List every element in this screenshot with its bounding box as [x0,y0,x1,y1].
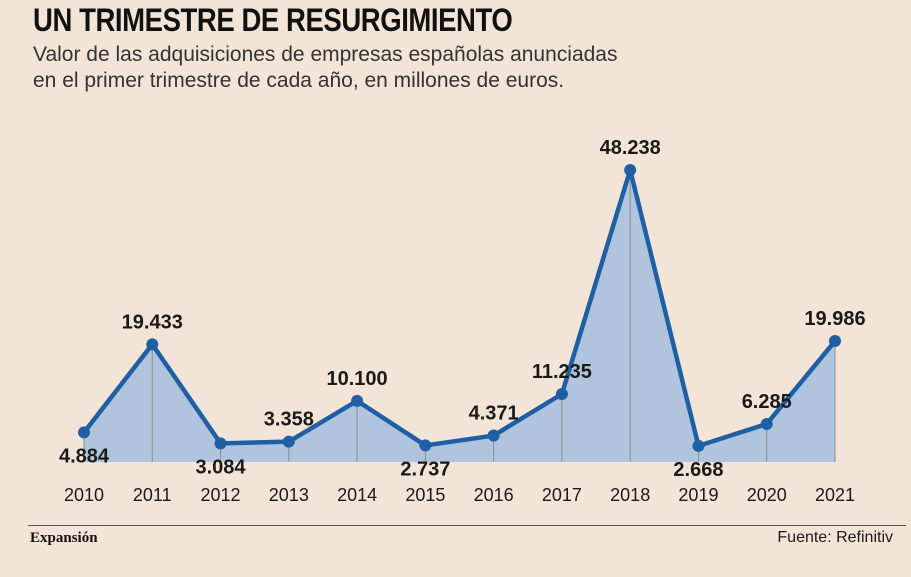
data-label-2013: 3.358 [264,409,314,431]
data-point-2017 [555,387,568,400]
data-point-2019 [692,439,705,452]
publisher-brand: Expansión [30,530,98,546]
x-axis-tick-labels: 2010 2011 2012 2013 2014 2015 2016 2017 2018 2019… [64,485,855,505]
subtitle-line-2: en el primer trimestre de cada año, en m… [33,69,565,92]
data-label-2020: 6.285 [742,391,792,413]
x-tick-2017: 2017 [542,485,582,505]
data-label-2019: 2.668 [673,459,723,481]
subtitle-line-1: Valor de las adquisiciones de empresas e… [33,43,618,66]
x-tick-2013: 2013 [269,485,309,505]
data-label-2011: 19.433 [122,311,183,333]
series-line [81,167,838,449]
data-label-2010: 4.884 [59,445,110,467]
data-label-2021: 19.986 [804,308,865,330]
source-note: Fuente: Refinitiv [777,529,893,546]
x-tick-2011: 2011 [133,485,172,505]
footer-divider [28,525,906,526]
data-labels: 4.884 19.433 3.084 3.358 10.100 2.737 4.371 11.… [59,137,866,481]
x-tick-2016: 2016 [474,485,514,505]
x-tick-2015: 2015 [405,485,445,505]
x-tick-2020: 2020 [747,485,787,505]
data-point-2012 [214,437,227,450]
data-point-2020 [760,417,773,430]
data-point-2014 [351,394,364,407]
data-label-2014: 10.100 [327,368,388,390]
data-label-2015: 2.737 [400,458,450,480]
x-tick-2012: 2012 [201,485,241,505]
x-tick-2014: 2014 [337,485,377,505]
x-tick-2010: 2010 [64,485,104,505]
chart-title: UN TRIMESTRE DE RESURGIMIENTO [33,2,513,38]
data-point-2013 [282,435,295,448]
series-line-layer [81,167,838,449]
x-tick-2019: 2019 [678,485,718,505]
data-points [78,164,841,452]
chart-subtitle: Valor de las adquisiciones de empresas e… [33,42,753,94]
data-label-2012: 3.084 [196,456,247,478]
x-tick-2021: 2021 [815,485,855,505]
data-point-2010 [78,426,90,439]
area-fill [84,170,835,462]
data-label-2018: 48.238 [600,137,661,159]
data-point-2016 [487,429,500,442]
data-point-2011 [146,338,159,351]
data-point-2021 [829,335,841,348]
x-tick-2018: 2018 [610,485,650,505]
data-point-2018 [624,164,637,176]
area-layer [84,170,835,462]
data-point-2015 [419,439,432,452]
data-label-2016: 4.371 [469,403,519,425]
data-label-2017: 11.235 [532,361,592,383]
